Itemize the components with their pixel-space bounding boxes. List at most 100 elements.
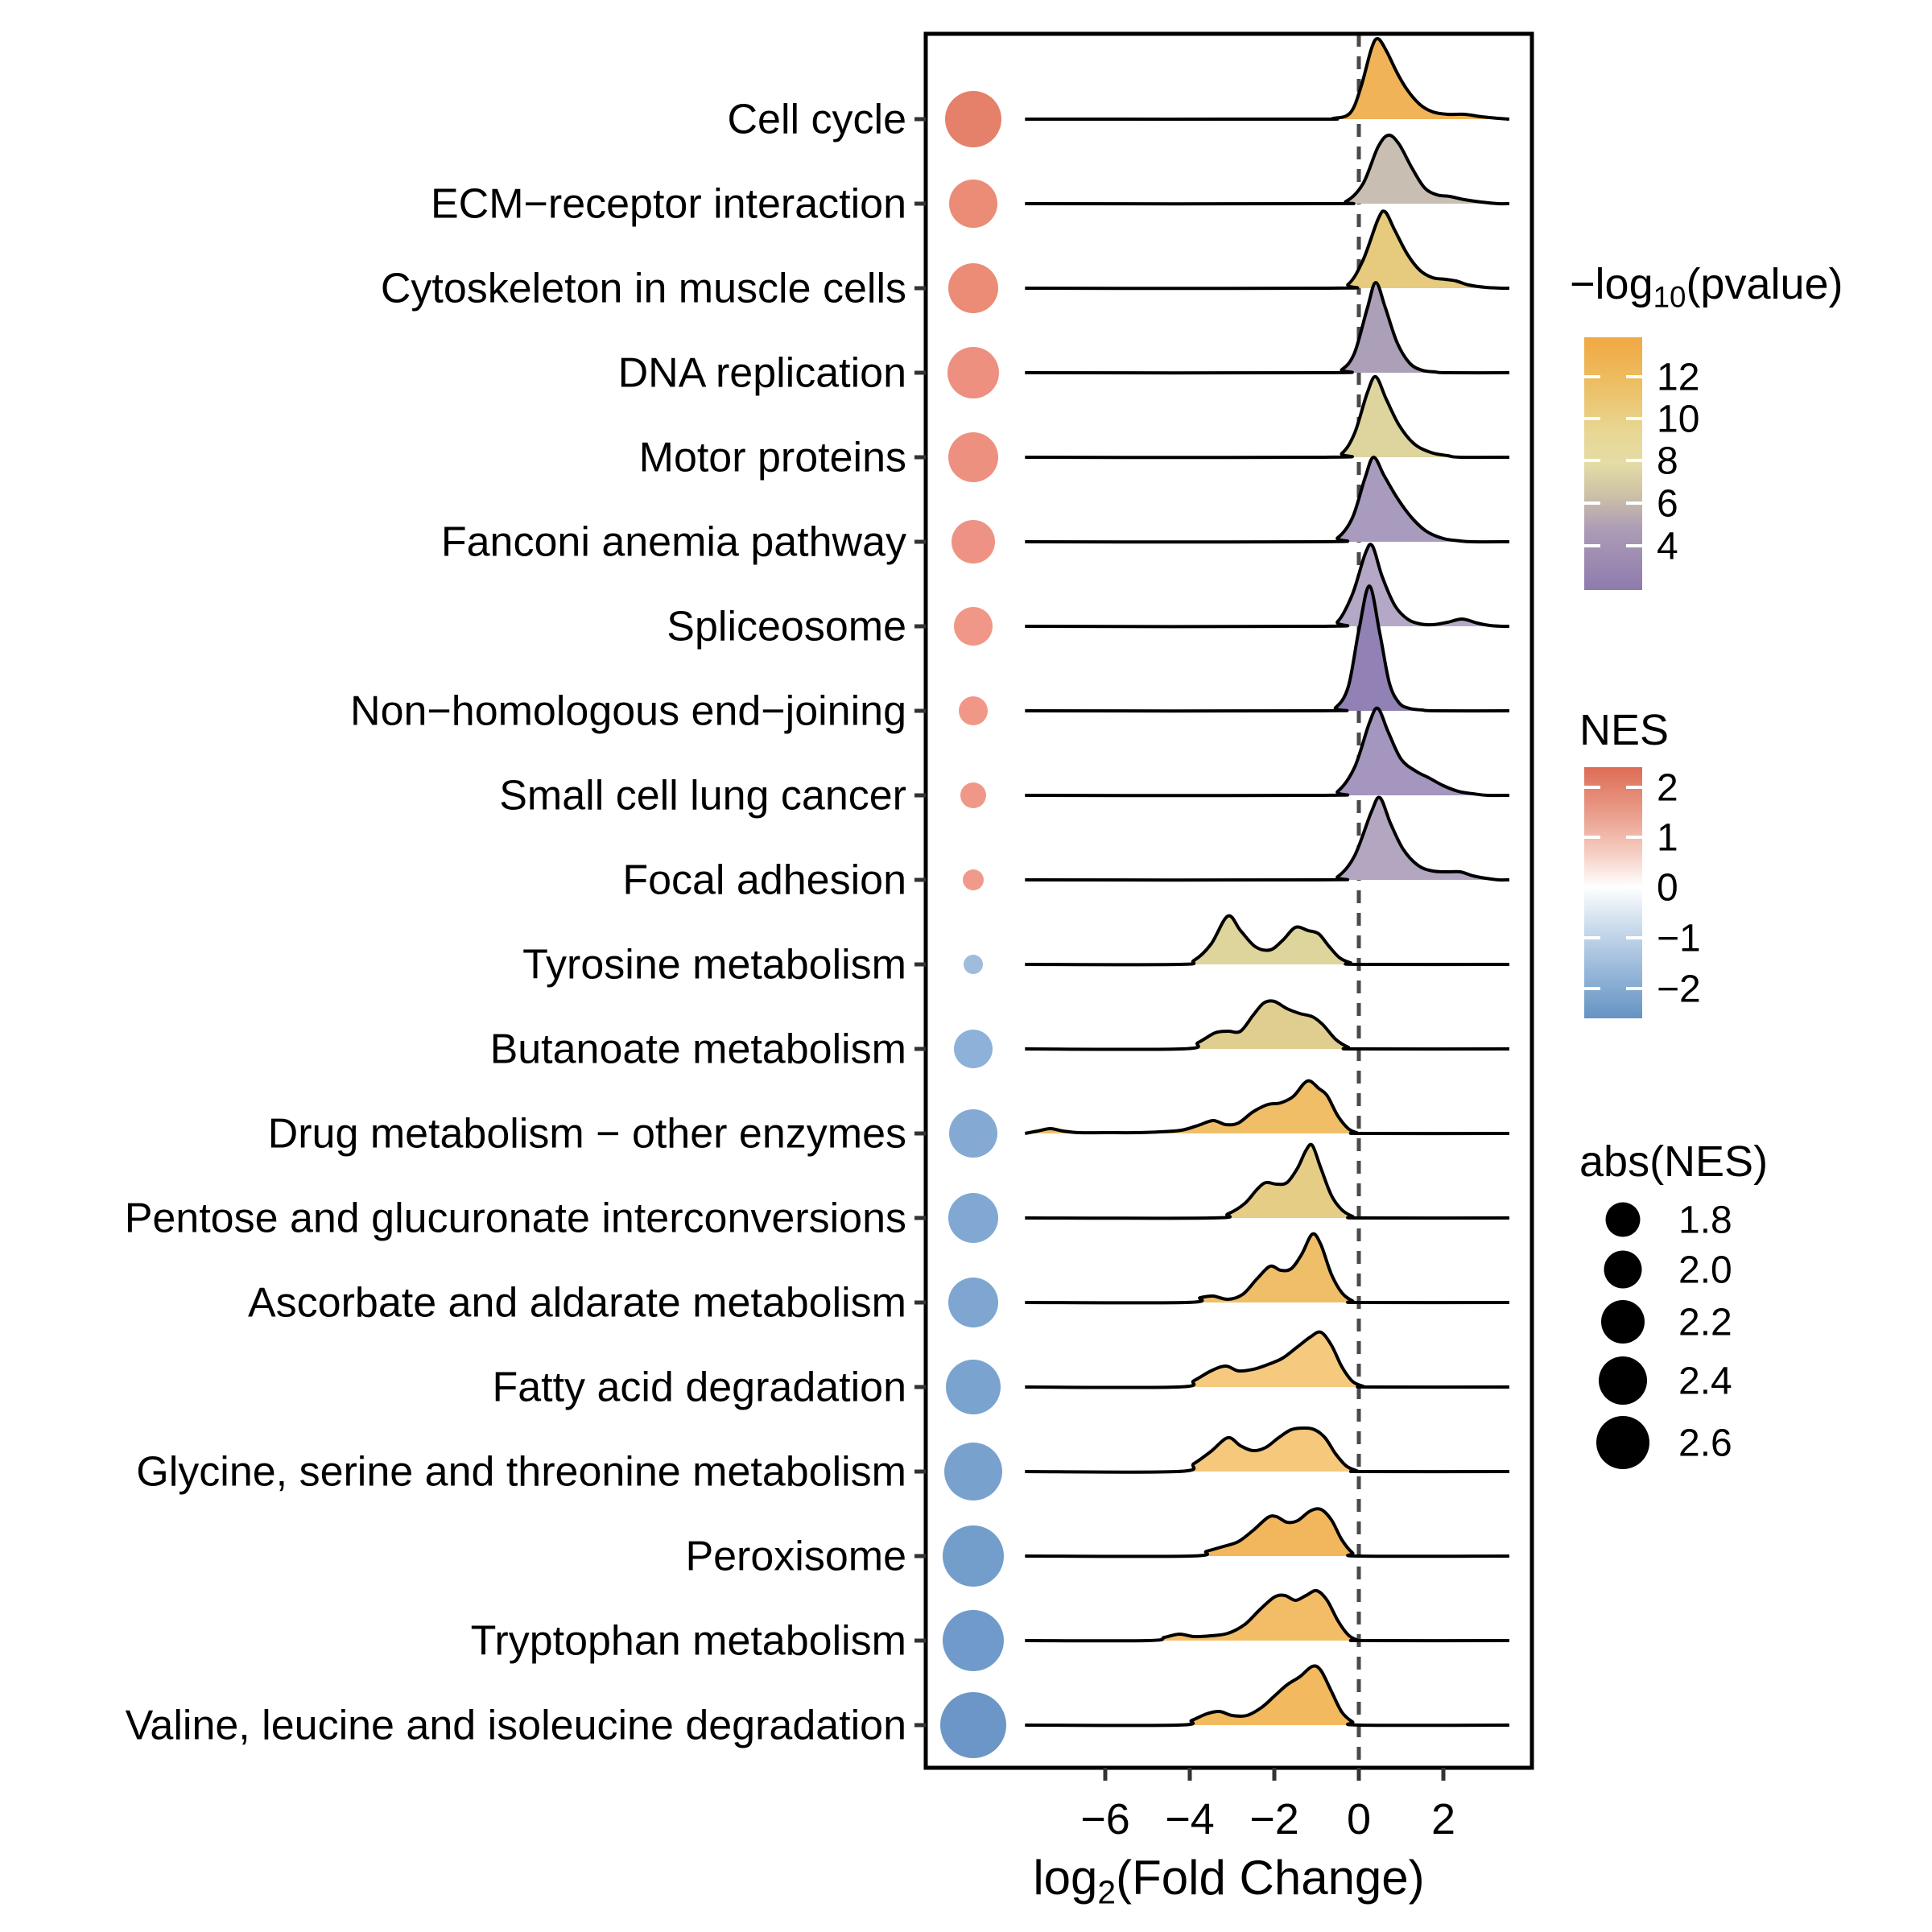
nes-dot [954,607,993,646]
nes-dot [948,1193,998,1243]
nes-dot [944,1443,1002,1501]
y-axis-label: Butanoate metabolism [490,1026,906,1073]
nes-dot [960,782,986,808]
y-axis-label: Tyrosine metabolism [522,942,906,989]
nes-legend-title: NES [1579,706,1670,754]
abs-nes-legend-label: 2.6 [1678,1422,1732,1464]
y-axis-label: Fatty acid degradation [492,1364,906,1411]
y-axis-label: Pentose and glucuronate interconversions [125,1195,906,1242]
abs-nes-legend-dot [1605,1202,1641,1237]
abs-nes-legend-title: abs(NES) [1579,1137,1769,1186]
nes-dot [948,432,998,482]
abs-nes-legend-dot [1601,1300,1645,1344]
nes-dot [943,1525,1004,1587]
y-axis-label: Non−homologous end−joining [350,688,906,735]
nes-legend-tick-label: 2 [1657,766,1678,809]
nes-dot [954,1030,993,1068]
nes-dot [947,347,999,398]
abs-nes-legend-label: 2.2 [1678,1301,1732,1344]
ridge-density [1024,1079,1509,1136]
ridge-density [1025,1507,1509,1558]
ridge-density [1025,456,1509,544]
pvalue-legend-colorbar [1584,337,1642,590]
nes-legend-colorbar [1584,767,1642,1018]
y-axis-label: Cytoskeleton in muscle cells [381,266,906,312]
ridge-density [1025,133,1509,206]
ridge-density [1025,374,1509,460]
ridge-density [1025,1664,1509,1728]
ridge-density [1025,706,1509,798]
abs-nes-legend-label: 2.4 [1678,1360,1732,1402]
x-tick-label: −4 [1165,1795,1215,1843]
pvalue-legend-title: −log10(pvalue) [1570,259,1843,314]
nes-dot [952,520,995,564]
ridge-density [1025,281,1509,375]
nes-dot [940,1692,1006,1758]
y-axis-label: Focal adhesion [622,857,906,904]
x-axis-title: log2(Fold Change) [926,1850,1532,1911]
ridge-density [1025,914,1509,967]
x-axis-title-base: log [1033,1851,1098,1905]
ridge-density [1025,1232,1509,1305]
pvalue-legend-title-rest: (pvalue) [1686,260,1843,308]
x-tick-label: −2 [1249,1795,1299,1843]
ridge-density [1025,1330,1509,1389]
abs-nes-legend-label: 1.8 [1678,1199,1732,1241]
panel-border [923,31,1534,1770]
y-axis-label: Tryptophan metabolism [471,1618,906,1665]
y-axis-label: Ascorbate and aldarate metabolism [248,1280,906,1327]
nes-dot [948,1278,998,1327]
plot-panel [926,34,1532,1768]
x-axis-title-subscript: 2 [1097,1873,1117,1911]
abs-nes-legend-dot [1596,1416,1649,1469]
nes-dot [949,180,997,228]
y-axis-label: Drug metabolism − other enzymes [268,1111,906,1158]
nes-legend-tick-label: 1 [1657,816,1678,859]
pvalue-legend-tick-label: 10 [1657,398,1699,440]
pvalue-legend-tick-label: 12 [1657,356,1699,398]
x-tick-label: 0 [1347,1795,1371,1843]
abs-nes-legend-label: 2.0 [1678,1249,1732,1291]
ridge-density [1025,795,1509,882]
pvalue-legend-tick-label: 4 [1657,525,1678,568]
pvalue-legend-tick-label: 8 [1657,440,1678,482]
ridge-density [1025,1588,1509,1643]
nes-dot [964,955,983,974]
x-axis-title-rest: (Fold Change) [1116,1851,1425,1905]
pvalue-legend-tick-label: 6 [1657,482,1678,525]
ridge-density [1025,36,1510,122]
nes-dot [959,696,988,725]
ridge-density [1025,1426,1509,1474]
nes-dot [945,91,1001,147]
ridge-density [1025,1142,1509,1220]
y-axis-label: Spliceosome [667,604,906,650]
nes-dot [946,1360,1001,1414]
panel-content [940,34,1510,1768]
y-axis-label: ECM−receptor interaction [431,181,906,228]
y-axis-label: Glycine, serine and threonine metabolism [136,1449,906,1496]
abs-nes-legend-dot [1604,1250,1642,1289]
nes-dot [949,1109,997,1158]
pvalue-legend-title-subscript: 10 [1653,280,1686,314]
abs-nes-legend-dot [1599,1356,1647,1405]
ridge-density [1025,543,1509,629]
y-axis-label: Small cell lung cancer [499,773,906,819]
x-tick-label: −6 [1080,1795,1130,1843]
ridge-density [1025,209,1509,291]
x-tick-label: 2 [1431,1795,1455,1843]
y-axis-label: DNA replication [618,350,906,397]
nes-legend-tick-label: −2 [1657,968,1701,1010]
ridge-density [1025,999,1509,1051]
y-axis-label: Motor proteins [639,435,906,481]
y-axis-label: Valine, leucine and isoleucine degradati… [126,1703,906,1749]
y-axis-label: Fanconi anemia pathway [441,519,906,566]
nes-legend-tick-label: −1 [1657,917,1701,960]
nes-dot [963,869,984,890]
pvalue-legend-title-base: −log [1570,260,1653,308]
nes-dot [948,263,998,313]
ridge-density [1025,584,1509,713]
y-axis-label: Peroxisome [685,1534,906,1580]
y-axis-label: Cell cycle [728,97,907,143]
